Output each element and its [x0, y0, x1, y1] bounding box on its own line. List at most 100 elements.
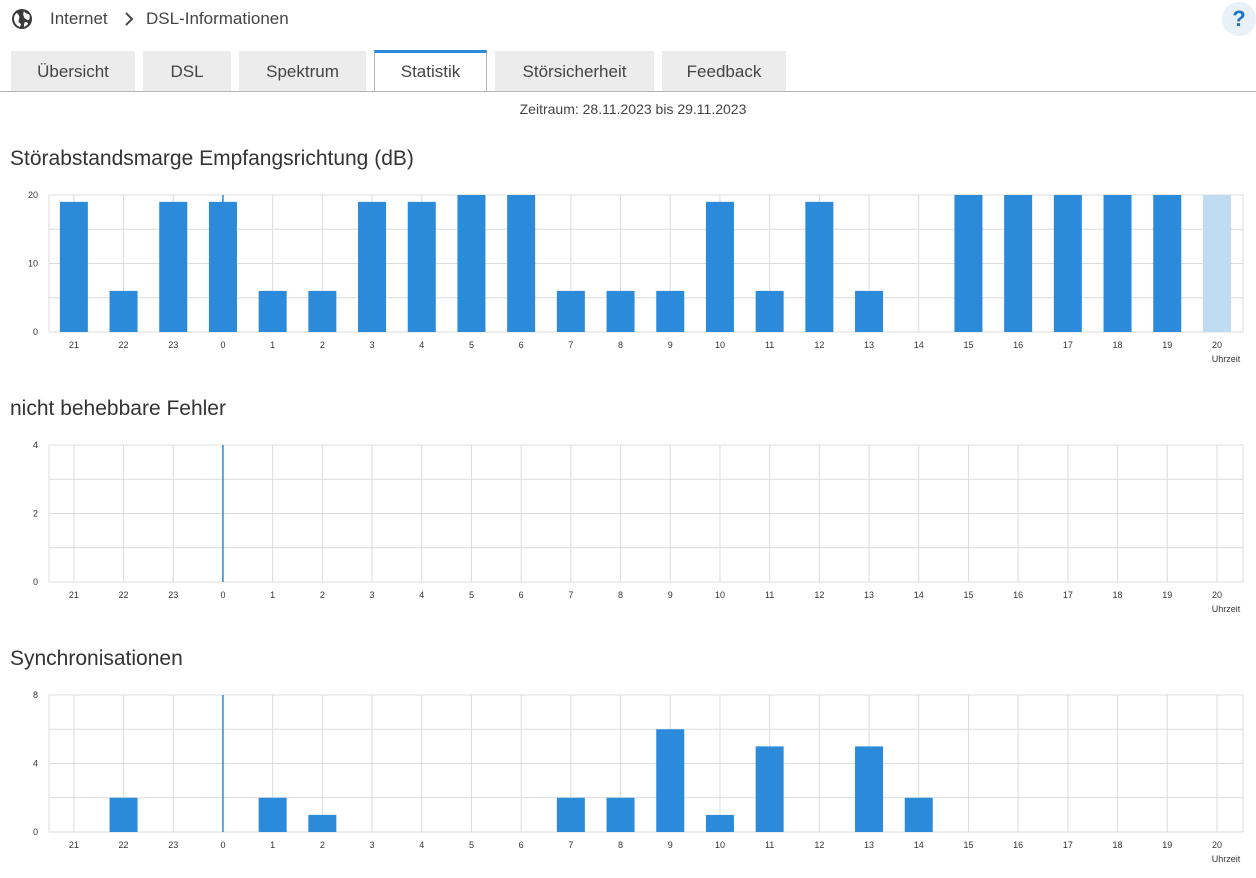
x-tick-label: 1: [270, 340, 275, 350]
bar: [1103, 195, 1132, 332]
y-tick-label: 20: [28, 190, 38, 200]
x-tick-label: 14: [914, 340, 924, 350]
x-tick-label: 6: [519, 340, 524, 350]
bar: [457, 195, 486, 332]
tab-statistik[interactable]: Statistik: [374, 50, 487, 91]
x-tick-label: 2: [320, 340, 325, 350]
x-tick-label: 22: [119, 840, 129, 850]
y-tick-label: 0: [33, 327, 38, 337]
bar: [308, 290, 337, 332]
x-tick-label: 23: [168, 590, 178, 600]
x-tick-label: 9: [668, 840, 673, 850]
x-tick-label: 5: [469, 340, 474, 350]
x-tick-label: 9: [668, 340, 673, 350]
breadcrumb-current: DSL-Informationen: [146, 9, 289, 28]
x-tick-label: 1: [270, 840, 275, 850]
bar: [705, 814, 734, 832]
x-tick-label: 3: [370, 340, 375, 350]
y-tick-label: 0: [33, 577, 38, 587]
tab-feedback[interactable]: Feedback: [662, 51, 786, 91]
bar: [755, 290, 784, 332]
help-button[interactable]: ?: [1222, 2, 1256, 36]
x-tick-label: 19: [1162, 340, 1172, 350]
period-label: Zeitraum: 28.11.2023 bis 29.11.2023: [519, 101, 747, 117]
x-tick-label: 17: [1063, 590, 1073, 600]
chart-title-synchronizations: Synchronisationen: [10, 647, 183, 670]
bar: [308, 814, 337, 832]
x-tick-label: 13: [864, 590, 874, 600]
tab-spektrum[interactable]: Spektrum: [239, 51, 366, 91]
x-tick-label: 12: [814, 840, 824, 850]
y-tick-label: 0: [33, 827, 38, 837]
x-tick-label: 11: [765, 590, 774, 600]
bar: [606, 290, 635, 332]
x-tick-label: 21: [69, 840, 79, 850]
x-tick-label: 2: [320, 590, 325, 600]
y-tick-label: 10: [28, 259, 38, 269]
bar: [855, 746, 884, 832]
x-tick-label: 6: [519, 840, 524, 850]
x-tick-label: 18: [1113, 340, 1123, 350]
x-tick-label: 18: [1113, 590, 1123, 600]
y-tick-label: 2: [33, 509, 38, 519]
bar: [656, 290, 685, 332]
x-tick-label: 10: [715, 590, 725, 600]
x-tick-label: 11: [765, 840, 774, 850]
x-tick-label: 19: [1162, 590, 1172, 600]
bar: [159, 201, 188, 332]
x-tick-label: 17: [1063, 340, 1073, 350]
x-tick-label: 7: [568, 340, 573, 350]
x-tick-label: 9: [668, 590, 673, 600]
x-tick-label: 1: [270, 590, 275, 600]
tab-uebersicht[interactable]: Übersicht: [11, 51, 135, 91]
tab-stoersicherheit[interactable]: Störsicherheit: [495, 51, 654, 91]
bar: [904, 797, 933, 832]
x-tick-label: 10: [715, 340, 725, 350]
bar: [258, 290, 287, 332]
x-tick-label: 15: [963, 590, 973, 600]
x-tick-label: 15: [963, 840, 973, 850]
chevron-right-icon: [125, 12, 134, 26]
x-tick-label: 8: [618, 840, 623, 850]
x-tick-label: 14: [914, 590, 924, 600]
x-tick-label: 20: [1212, 840, 1222, 850]
bar: [954, 195, 983, 332]
tab-bar: Übersicht DSL Spektrum Statistik Störsic…: [0, 50, 1256, 92]
bar: [507, 195, 536, 332]
tab-dsl[interactable]: DSL: [143, 51, 231, 91]
x-tick-label: 17: [1063, 840, 1073, 850]
x-tick-label: 14: [914, 840, 924, 850]
x-tick-label: 13: [864, 840, 874, 850]
x-tick-label: 4: [419, 590, 424, 600]
x-tick-label: 20: [1212, 340, 1222, 350]
breadcrumb-home[interactable]: Internet: [50, 9, 108, 28]
y-tick-label: 4: [33, 759, 38, 769]
bar: [705, 201, 734, 332]
x-tick-label: 22: [119, 340, 129, 350]
y-tick-label: 4: [33, 440, 38, 450]
x-tick-label: 20: [1212, 590, 1222, 600]
x-tick-label: 23: [168, 340, 178, 350]
bar: [606, 797, 635, 832]
x-tick-label: 18: [1113, 840, 1123, 850]
x-axis-label: Uhrzeit: [1212, 354, 1241, 364]
x-tick-label: 10: [715, 840, 725, 850]
x-tick-label: 16: [1013, 840, 1023, 850]
bar: [556, 290, 585, 332]
x-tick-label: 5: [469, 840, 474, 850]
x-tick-label: 16: [1013, 340, 1023, 350]
chart-title-uncorrectable-errors: nicht behebbare Fehler: [10, 397, 226, 420]
x-tick-label: 3: [370, 840, 375, 850]
bar: [258, 797, 287, 832]
x-tick-label: 0: [220, 840, 225, 850]
bar: [1153, 195, 1182, 332]
x-tick-label: 12: [814, 590, 824, 600]
x-tick-label: 8: [618, 590, 623, 600]
x-tick-label: 0: [220, 590, 225, 600]
x-tick-label: 4: [419, 340, 424, 350]
x-tick-label: 19: [1162, 840, 1172, 850]
bar: [1053, 195, 1082, 332]
bar: [1004, 195, 1033, 332]
x-tick-label: 3: [370, 590, 375, 600]
